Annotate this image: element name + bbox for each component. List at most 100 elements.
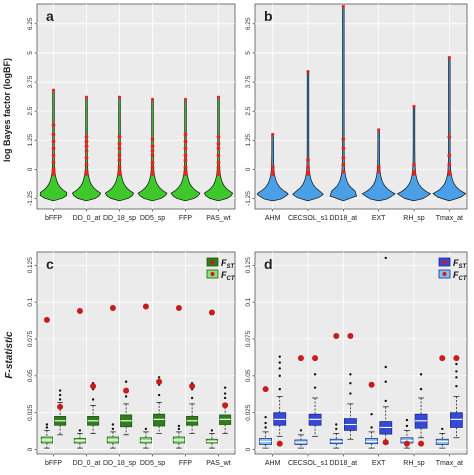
significant-snp-point [117,146,122,151]
panel-a-ytick-label: 1.25 [27,134,34,147]
significant-snp-point [84,172,89,176]
fst-Tmax_at-outlier [455,384,458,388]
significant-snp-point [84,155,89,160]
significant-snp-point [150,165,155,169]
panel-c-xtick-label: FFP [179,460,193,467]
panel-b-ytick-label: 5 [245,51,252,55]
max-logbf-point [447,55,451,60]
max-logbf-point [84,95,89,99]
significant-snp-point [117,134,122,139]
significant-snp-point [84,162,89,167]
fct-CECSOL_s1-outlier [299,429,303,432]
significant-snp-point [412,172,416,176]
panel-c-ytick-label: 0 [27,447,34,451]
significant-snp-point [216,165,221,169]
panel-c-xtick-label: DD5_sp [140,460,165,467]
significant-snp-point [447,162,452,167]
panel-c-xtick-label: DD_18_sp [103,460,136,467]
panel-b-xtick-label: RH_sp [403,215,425,222]
legend-fst-dot [210,260,215,264]
legend-fct-dot [442,272,447,276]
significant-snp-point [216,160,221,165]
significant-snp-point [216,146,221,151]
significant-snp-point [51,153,56,158]
significant-snp-point [183,146,188,151]
panel-b-panel-label: b [264,8,273,24]
significant-snp-point [150,148,155,153]
panel-b-xtick-label: AHM [265,215,281,222]
fct-PAS_wt-outlier [210,429,214,432]
panel-d-xtick-label: CECSOL_s1 [288,460,328,467]
significant-snp-point [183,158,188,162]
panel-a-ytick-label: 5 [27,51,34,55]
panel-b-ytick-label: 6.25 [245,17,252,30]
panel-c-ytick-label: 0.075 [27,330,34,347]
significant-snp-point [51,160,56,165]
panel-d-panel-label: d [264,256,273,272]
significant-snp-point [216,153,221,158]
ylabel-c: F-statistic [4,331,15,379]
significant-snp-point [216,141,221,146]
fct-mean-point [208,309,215,316]
panel-d-ytick-label: 0.075 [245,330,252,347]
panel-d-xtick-label: AHM [265,460,281,467]
fst-PAS_wt-outlier [223,392,227,395]
significant-snp-point [150,153,155,158]
significant-snp-point [117,165,122,169]
significant-snp-point [216,134,221,139]
panel-a-xtick-label: bFFP [45,215,62,222]
significant-snp-point [341,162,346,167]
panel-a-ytick-label: -1.25 [27,191,34,206]
fst-DD_18_sp-outlier [124,380,128,383]
fct-DD_0_at-outlier [78,429,82,432]
significant-snp-point [341,155,346,160]
panel-a-xtick-label: DD_0_at [73,215,101,222]
panel-d-xtick-label: EXT [372,460,386,467]
significant-snp-point [84,144,89,149]
fct-mean-point [403,440,410,447]
panel-a-panel-label: a [46,8,54,24]
panel-c-panel-label: c [46,256,54,272]
significant-snp-point [150,137,155,142]
fst-mean-point [276,440,283,447]
panel-b-ytick-label: 1.25 [245,134,252,147]
fst-mean-point [347,333,354,340]
panel-a-ytick-label: 0 [27,167,34,171]
fct-DD_18_sp-outlier [111,423,115,426]
panel-c-ytick-label: 0.025 [27,404,34,421]
panel-d-ytick-label: 0.05 [245,369,252,382]
fst-AHM-outlier [278,374,281,378]
fct-RH_sp-outlier [405,424,409,428]
significant-snp-point [306,172,310,176]
panel-b-plot-area [254,3,468,210]
significant-snp-point [117,158,122,162]
panel-a-ytick-label: 2.5 [27,106,34,115]
significant-snp-point [117,141,122,146]
panel-d: 0 0.025 0.05 0.075 0.1 0.125 AHM CECSOL_s1 DD18_… [245,251,468,467]
max-logbf-point [412,104,416,109]
fct-mean-point [297,355,304,362]
panel-a-xtick-label: DD5_sp [140,215,165,222]
panel-d-ytick-label: 0.1 [245,297,252,306]
significant-snp-point [216,172,221,176]
significant-snp-point [51,146,56,151]
fst-mean-point [57,403,64,410]
significant-snp-point [447,134,452,139]
significant-snp-point [376,169,381,174]
significant-snp-point [117,153,122,158]
panel-d-ytick-label: 0.125 [245,257,252,274]
significant-snp-point [447,153,452,158]
panel-c-plot-area [36,251,236,455]
significant-snp-point [117,172,122,176]
fst-bFFP-outlier [58,389,62,392]
fst-DD5_sp-outlier [157,376,161,379]
fst-DD_0_at-outlier [91,398,95,401]
significant-snp-point [51,139,56,144]
ylabel-a: log Bayes factor (logBF) [2,58,12,162]
panel-c-xtick-label: DD_0_at [73,460,101,467]
panel-a-ytick-label: 3.75 [27,75,34,88]
fst-AHM-outlier [278,361,281,364]
panel-c-ytick-label: 0.05 [27,369,34,382]
max-logbf-point [216,95,221,99]
